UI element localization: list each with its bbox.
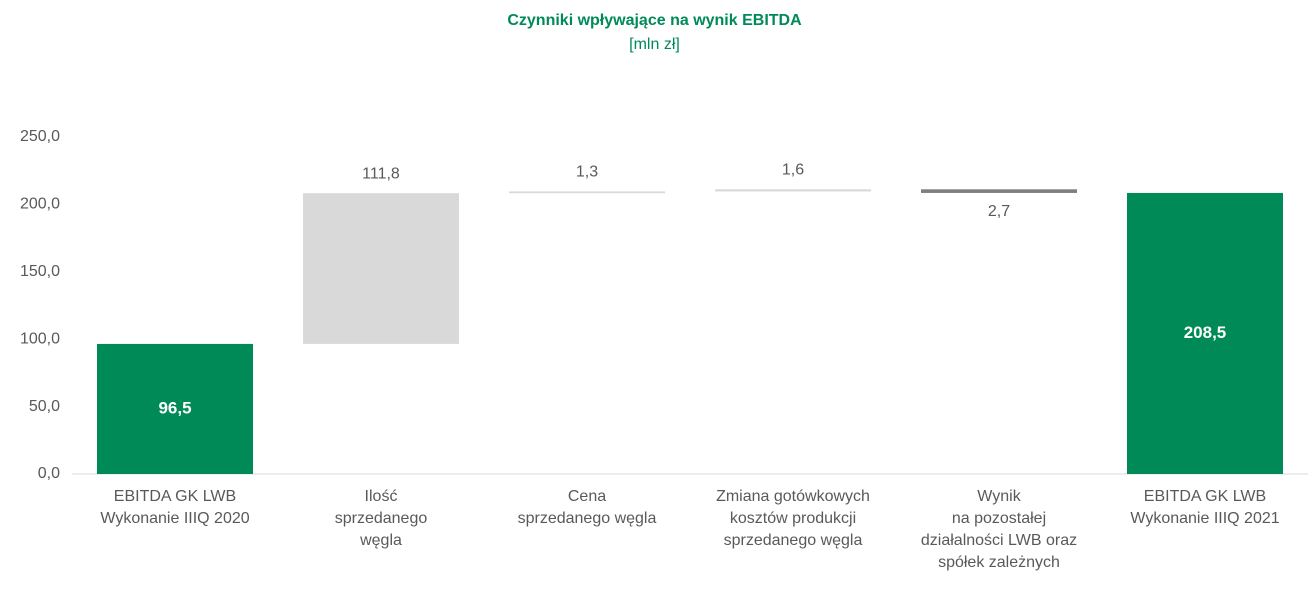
- y-tick-label: 0,0: [38, 465, 60, 482]
- value-label: 96,5: [158, 398, 191, 417]
- chart-subtitle: [mln zł]: [629, 36, 680, 53]
- value-label: 1,6: [782, 162, 804, 179]
- x-tick-label: EBITDA GK LWB Wykonanie IIIQ 2020: [100, 488, 250, 527]
- value-label: 208,5: [1184, 323, 1227, 342]
- chart-title: Czynniki wpływające na wynik EBITDA: [507, 12, 802, 29]
- x-tick-label: Wynik na pozostałej działalności LWB ora…: [920, 488, 1078, 571]
- bar: [1127, 192, 1283, 474]
- value-label: 1,3: [576, 164, 598, 181]
- x-tick-label: EBITDA GK LWB Wykonanie IIIQ 2021: [1130, 488, 1280, 527]
- bar: [715, 189, 871, 192]
- value-label: 111,8: [362, 165, 400, 182]
- x-tick-label: Zmiana gotówkowych kosztów produkcji spr…: [716, 488, 870, 549]
- bar: [97, 343, 253, 474]
- y-tick-label: 150,0: [20, 263, 60, 280]
- y-tick-label: 100,0: [20, 330, 60, 347]
- bar: [509, 191, 665, 194]
- x-tick-label: Ilość sprzedanego węgla: [334, 488, 428, 549]
- bar: [921, 189, 1077, 193]
- x-tick-label: Cena sprzedanego węgla: [517, 488, 657, 527]
- y-tick-label: 50,0: [29, 398, 60, 415]
- y-tick-label: 250,0: [20, 128, 60, 145]
- y-tick-label: 200,0: [20, 196, 60, 213]
- value-label: 2,7: [988, 203, 1010, 220]
- bar: [303, 193, 459, 344]
